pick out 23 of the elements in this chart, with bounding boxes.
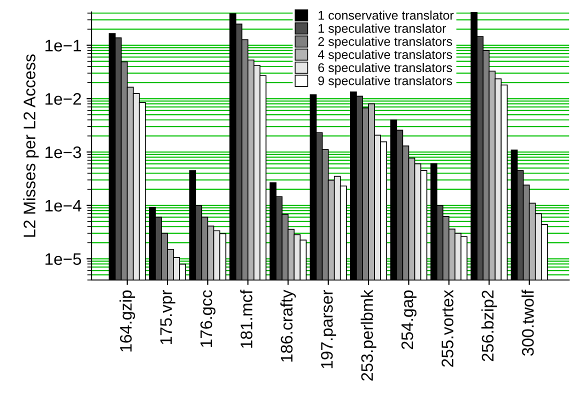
- x-tick-label: 254.gap: [401, 290, 416, 350]
- y-tick-label: 1e−4: [46, 200, 82, 212]
- x-tick-label: 255.vortex: [442, 290, 454, 367]
- y-tick-label: 1e−3: [46, 146, 82, 158]
- legend-label: 6 speculative translators: [318, 62, 452, 75]
- x-tick-label: 253.perlbmk: [360, 290, 376, 381]
- x-tick-label: 175.vpr: [160, 290, 176, 344]
- x-tick-label: 300.twolf: [522, 290, 534, 356]
- y-tick-label: 1e−2: [46, 93, 81, 105]
- x-tick-label: 181.mcf: [240, 290, 252, 348]
- legend-label: 4 speculative translators: [318, 50, 452, 62]
- y-axis-title: L2 Misses per L2 Access: [23, 54, 39, 237]
- y-tick-label: 1e−1: [46, 40, 81, 52]
- y-tick-label: 1e−5: [46, 253, 82, 265]
- legend-label: 1 conservative translator: [318, 10, 454, 20]
- legend-label: 9 speculative translators: [318, 76, 452, 88]
- legend-label: 1 speculative translator: [318, 24, 446, 36]
- x-tick-label: 256.bzip2: [481, 290, 497, 362]
- x-tick-label: 197.parser: [320, 290, 336, 368]
- x-tick-label: 164.gzip: [120, 290, 136, 352]
- x-tick-label: 186.crafty: [280, 290, 296, 362]
- legend-label: 2 speculative translators: [318, 36, 452, 48]
- x-tick-label: 176.gcc: [200, 290, 216, 347]
